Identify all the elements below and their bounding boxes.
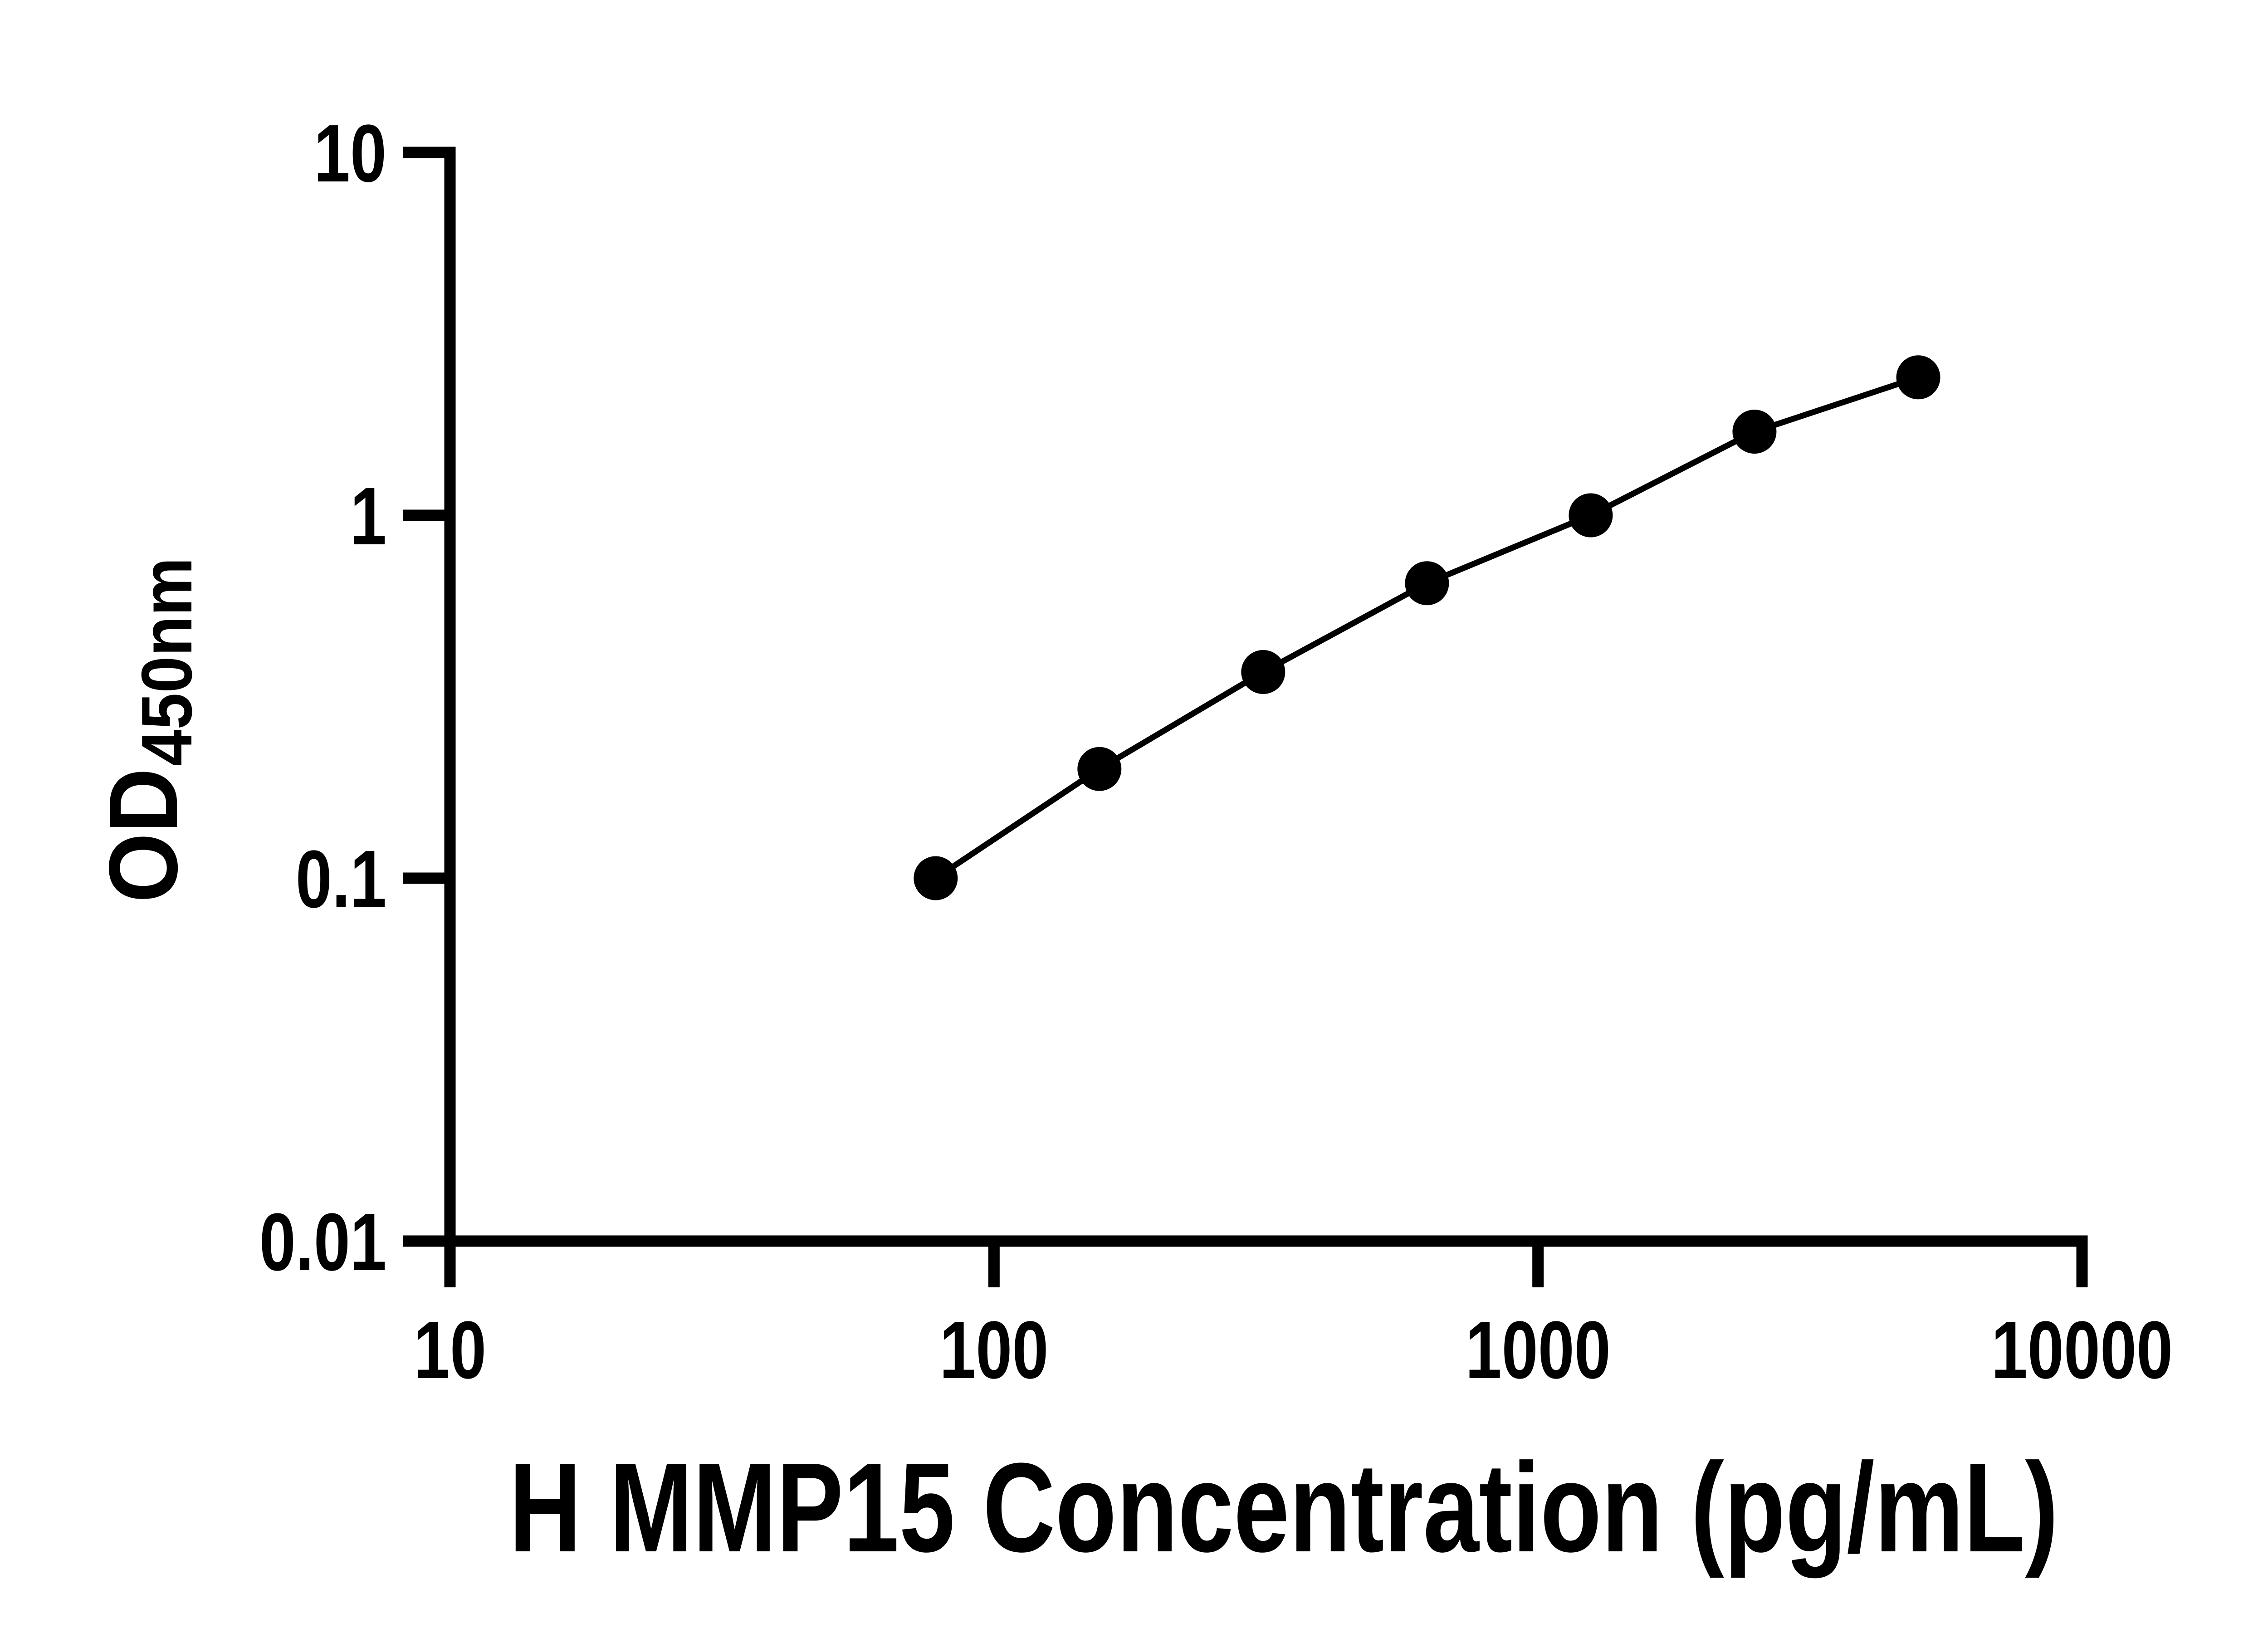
y-tick-label: 0.1 <box>296 833 386 925</box>
x-tick-label: 100 <box>939 1304 1048 1396</box>
y-axis-title-sub: 450nm <box>127 557 207 767</box>
x-axis-title: H MMP15 Concentration (pg/mL) <box>509 1437 2058 1579</box>
data-point <box>1077 747 1122 791</box>
x-tick-label: 10 <box>414 1304 486 1396</box>
y-tick-label: 10 <box>314 108 386 199</box>
series-line <box>933 374 1921 881</box>
data-point <box>1241 650 1286 694</box>
x-tick-label: 1000 <box>1466 1304 1611 1396</box>
x-tick-label: 10000 <box>1991 1304 2173 1396</box>
y-axis-title: OD 450nm <box>88 557 207 903</box>
data-point <box>1896 355 1941 400</box>
y-axis-title-main: OD <box>88 768 197 903</box>
y-tick-label: 0.01 <box>259 1196 386 1288</box>
data-point <box>1405 561 1449 606</box>
data-point <box>1569 493 1613 538</box>
y-tick-label: 1 <box>350 470 386 562</box>
axes <box>444 147 2088 1247</box>
data-series <box>914 355 1941 900</box>
data-point <box>914 856 958 900</box>
y-axis-ticks: 10 1 0.1 0.01 <box>259 108 450 1288</box>
data-point <box>1732 410 1777 454</box>
x-axis-ticks: 10 100 1000 10000 <box>414 1241 2173 1396</box>
